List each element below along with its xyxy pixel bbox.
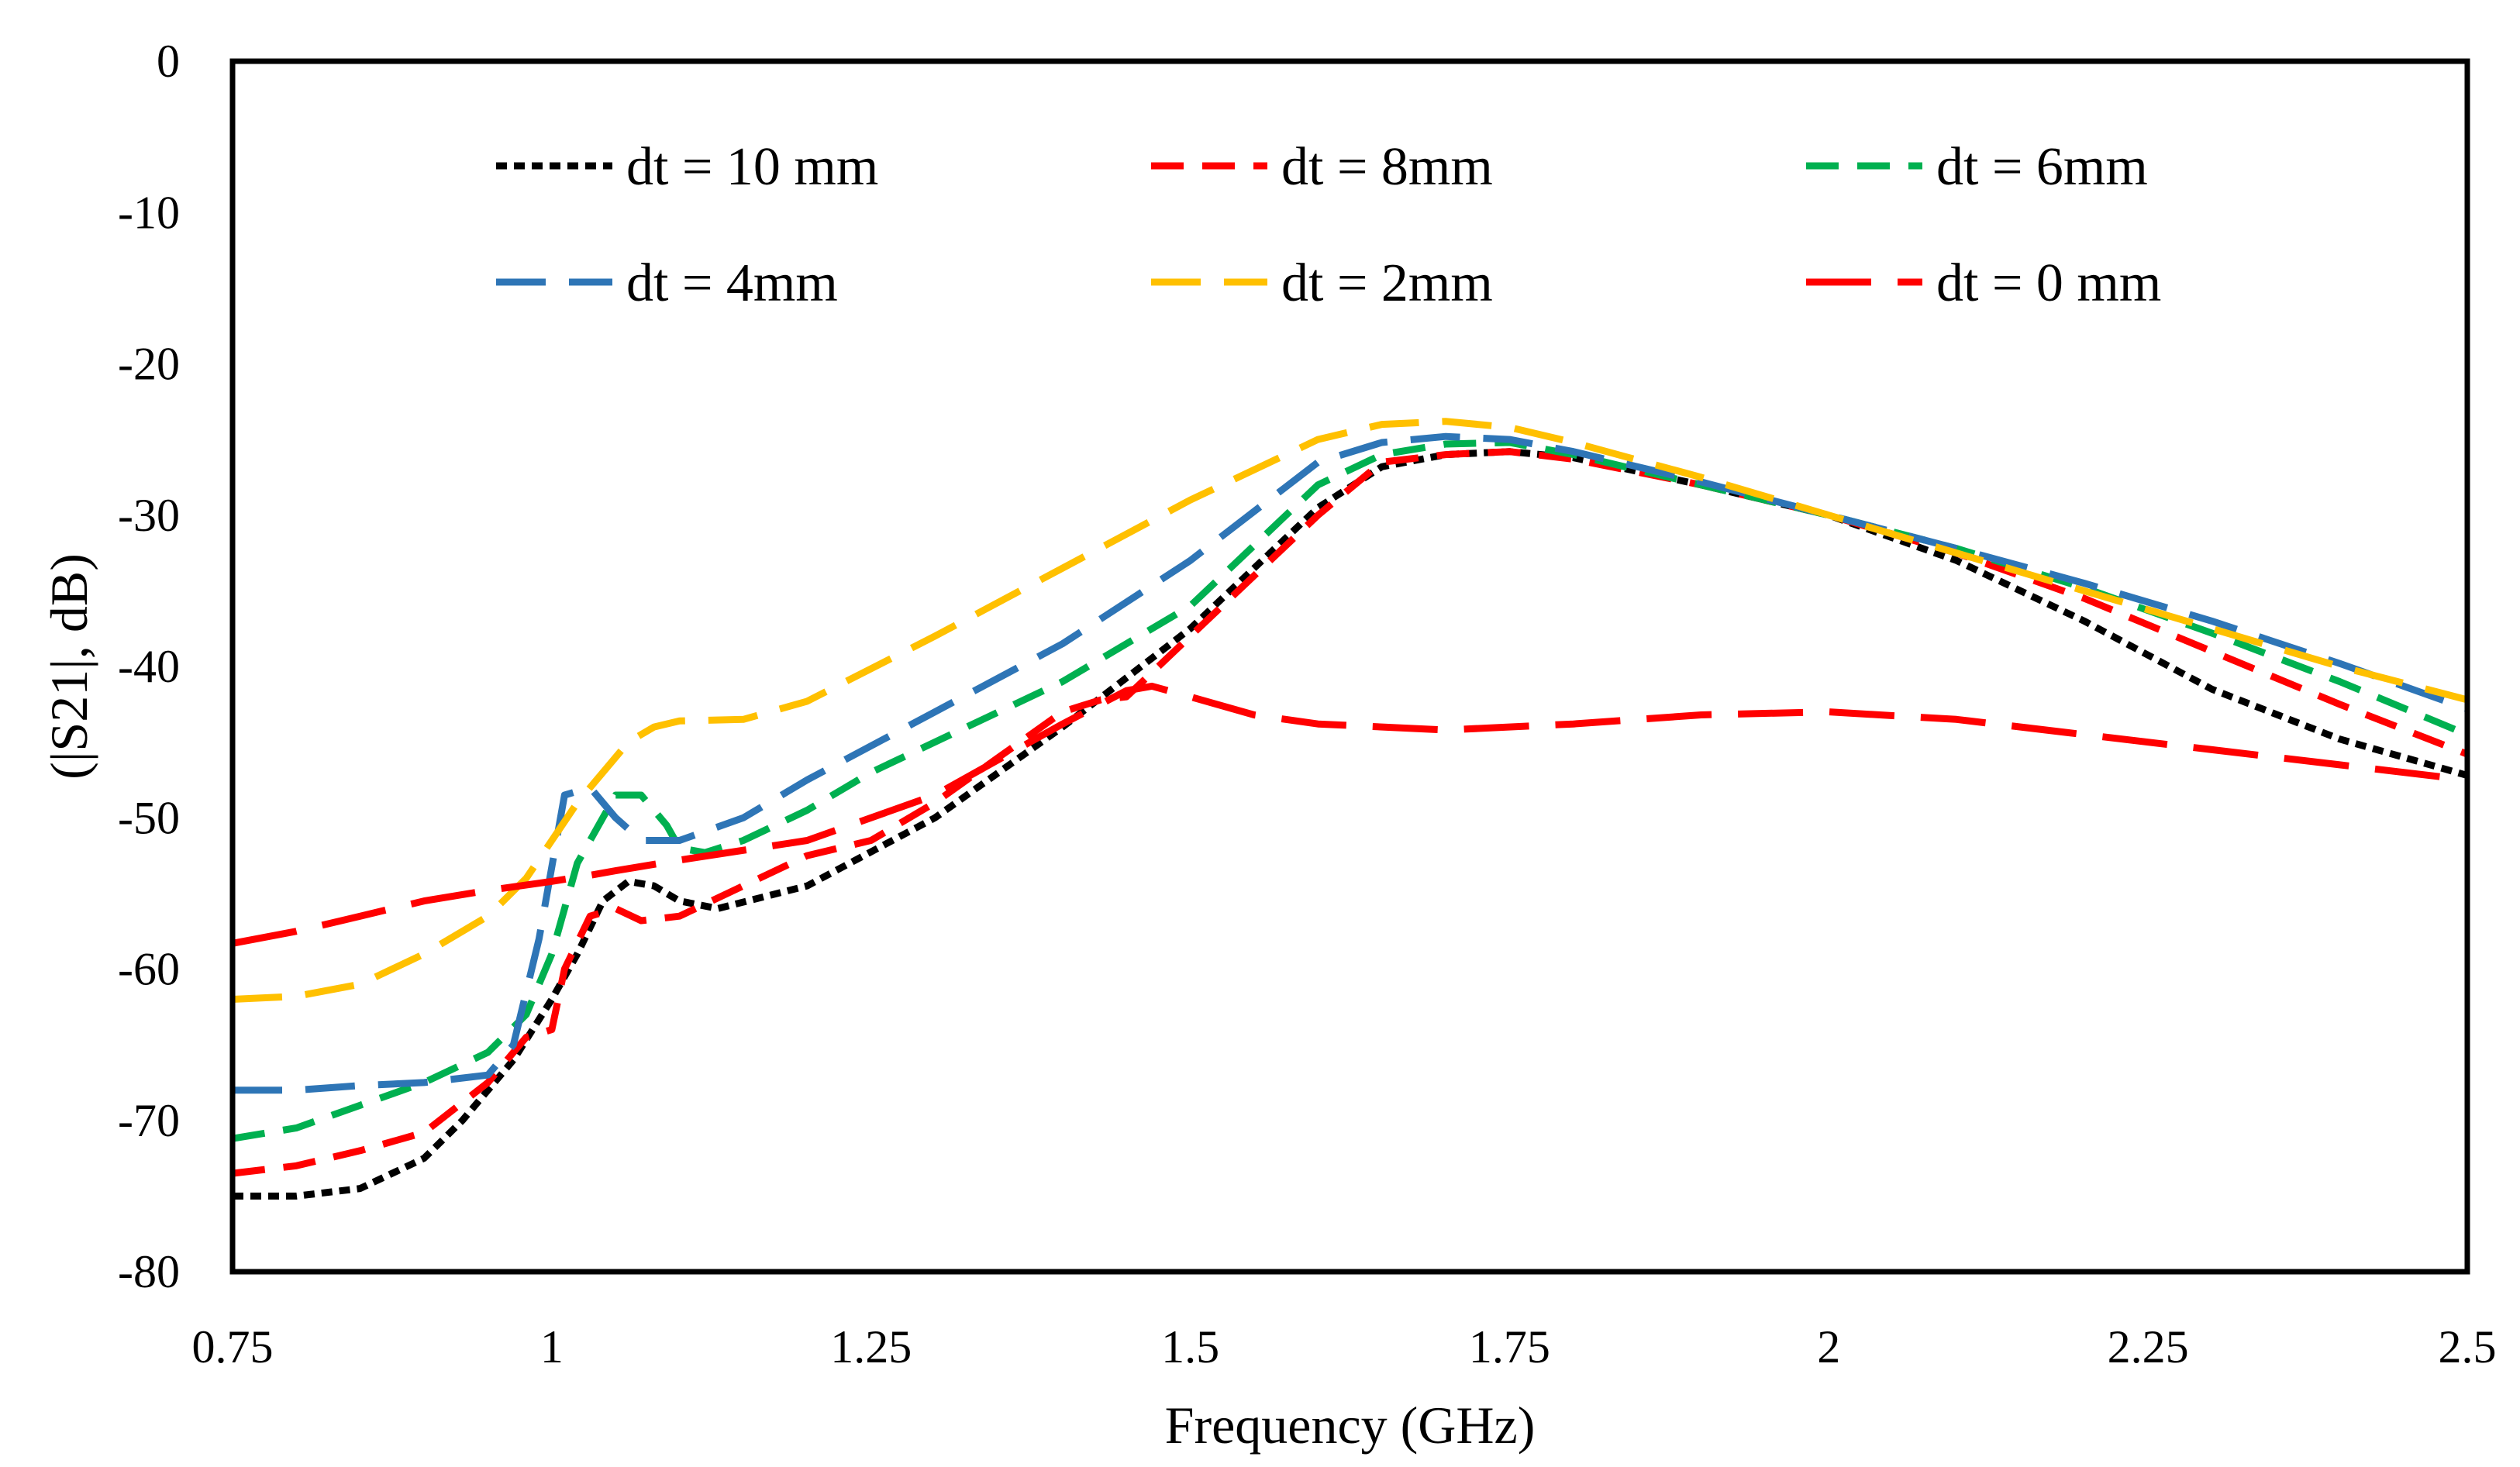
y-tick-label: -10: [118, 187, 180, 238]
x-tick-label: 2.5: [2439, 1321, 2497, 1372]
x-tick-label: 1.5: [1161, 1321, 1219, 1372]
series-layer: [232, 418, 2469, 1200]
y-tick-label: -60: [118, 944, 180, 995]
y-tick-label: -80: [118, 1246, 180, 1297]
legend-item: dt = 6mm: [1806, 137, 2148, 197]
legend-label: dt = 6mm: [1936, 137, 2148, 197]
legend: dt = 10 mm dt = 8mm dt = 6mm dt = 4mm dt = 2…: [496, 137, 2161, 313]
legend-item: dt = 0 mm: [1806, 253, 2161, 313]
series-line-3: [232, 439, 2469, 1142]
x-axis-title: Frequency (GHz): [1165, 1396, 1536, 1455]
legend-label: dt = 8mm: [1281, 137, 1493, 197]
x-tick-label: 1: [540, 1321, 564, 1372]
y-tick-label: -50: [118, 792, 180, 843]
y-tick-label: -40: [118, 641, 180, 692]
x-tick-label: 2.25: [2108, 1321, 2189, 1372]
y-tick-label: -20: [118, 339, 180, 390]
legend-label: dt = 10 mm: [626, 137, 878, 197]
x-tick-label: 0.75: [192, 1321, 274, 1372]
y-tick-label: 0: [157, 36, 180, 87]
x-tick-label: 1.25: [830, 1321, 912, 1372]
legend-label: dt = 4mm: [626, 253, 838, 313]
y-axis-title: (|S21|, dB): [40, 553, 98, 780]
legend-item: dt = 4mm: [496, 253, 838, 313]
legend-item: dt = 10 mm: [496, 137, 878, 197]
axis-ticks: 0.75 1 1.25 1.5 1.75 2 2.25 2.5 0 -10 -20 -30 -40 -50…: [118, 36, 2496, 1372]
legend-label: dt = 2mm: [1281, 253, 1493, 313]
plot-area-frame: [229, 58, 2470, 1275]
series-line-6: [232, 682, 2468, 947]
x-tick-label: 2: [1817, 1321, 1840, 1372]
x-tick-label: 1.75: [1469, 1321, 1550, 1372]
series-line-1: [233, 448, 2469, 1200]
y-tick-label: -70: [118, 1095, 180, 1146]
legend-item: dt = 8mm: [1151, 137, 1493, 197]
y-tick-label: -30: [118, 490, 180, 541]
legend-label: dt = 0 mm: [1936, 253, 2161, 313]
legend-item: dt = 2mm: [1151, 253, 1493, 313]
series-line-5: [232, 418, 2469, 1003]
